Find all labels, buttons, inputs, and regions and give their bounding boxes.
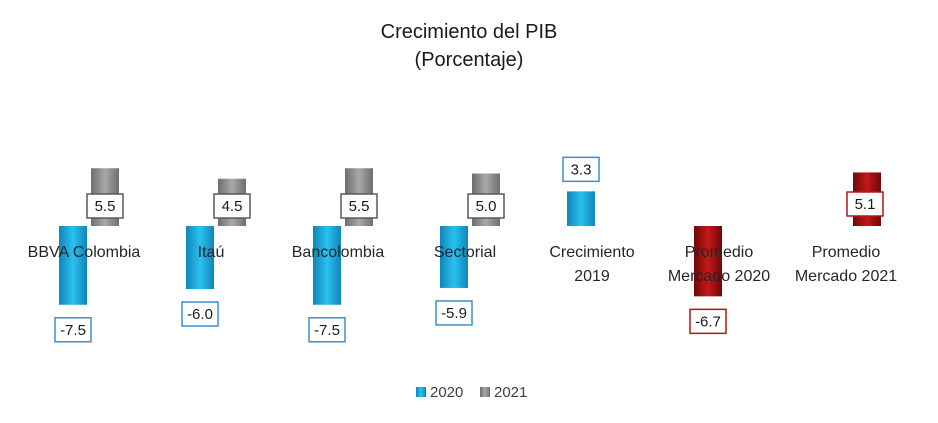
value-label-box-2021-1: [213, 193, 251, 219]
legend: 2020 2021: [416, 384, 527, 401]
value-label-2021-1: 4.5: [222, 198, 243, 215]
value-label-box-2020-4: [562, 156, 600, 183]
value-label-box-2020-5: [689, 308, 727, 335]
chart-title: Crecimiento del PIB: [381, 21, 558, 43]
bar-2020-4: [567, 191, 595, 226]
value-label-2020-4: 3.3: [571, 161, 592, 178]
category-label-1: Itaú: [198, 244, 225, 261]
value-label-box-2020-0: [54, 317, 92, 343]
value-label-box-2020-1: [181, 301, 219, 327]
bar-2020-5: [694, 226, 722, 297]
value-label-box-2020-3: [435, 300, 473, 326]
category-label-3: Sectorial: [434, 244, 496, 261]
value-label-box-2021-3: [467, 193, 505, 219]
value-label-box-2021-6: [846, 191, 884, 217]
bar-2020-3: [440, 226, 468, 288]
value-label-2021-2: 5.5: [349, 198, 370, 215]
category-label-4-line2: 2019: [574, 268, 610, 285]
category-label-4: Crecimiento: [549, 244, 634, 261]
category-labels: BBVA Colombia Itaú Bancolombia Sectorial Cre…: [28, 244, 898, 285]
category-label-6: Promedio: [812, 244, 881, 261]
bar-2020-1: [186, 226, 214, 289]
value-label-2020-2: -7.5: [314, 322, 340, 339]
legend-label-2021: 2021: [494, 384, 527, 401]
value-label-2020-3: -5.9: [441, 305, 467, 322]
legend-swatch-2021: [480, 387, 490, 397]
value-labels: -7.5 -6.0 -7.5 -5.9 3.3 -6.7 5.5 4.5 5.5 5.0 5.1: [54, 156, 884, 343]
chart-subtitle: (Porcentaje): [415, 49, 524, 71]
category-label-0: BBVA Colombia: [28, 244, 141, 261]
bar-2020-2: [313, 226, 341, 305]
category-label-5-line2: Mercado 2020: [668, 268, 770, 285]
value-label-2021-6: 5.1: [855, 196, 876, 213]
category-label-5: Promedio: [685, 244, 754, 261]
bar-2020-0: [59, 226, 87, 305]
legend-label-2020: 2020: [430, 384, 463, 401]
category-label-6-line2: Mercado 2021: [795, 268, 897, 285]
value-label-box-2021-2: [340, 193, 378, 219]
value-label-2020-0: -7.5: [60, 322, 86, 339]
value-label-2021-0: 5.5: [95, 198, 116, 215]
value-label-2021-3: 5.0: [476, 198, 497, 215]
value-label-2020-5: -6.7: [695, 313, 721, 330]
value-label-2020-1: -6.0: [187, 306, 213, 323]
legend-swatch-2020: [416, 387, 426, 397]
value-label-box-2020-2: [308, 317, 346, 343]
value-label-box-2021-0: [86, 193, 124, 219]
category-label-2: Bancolombia: [292, 244, 385, 261]
